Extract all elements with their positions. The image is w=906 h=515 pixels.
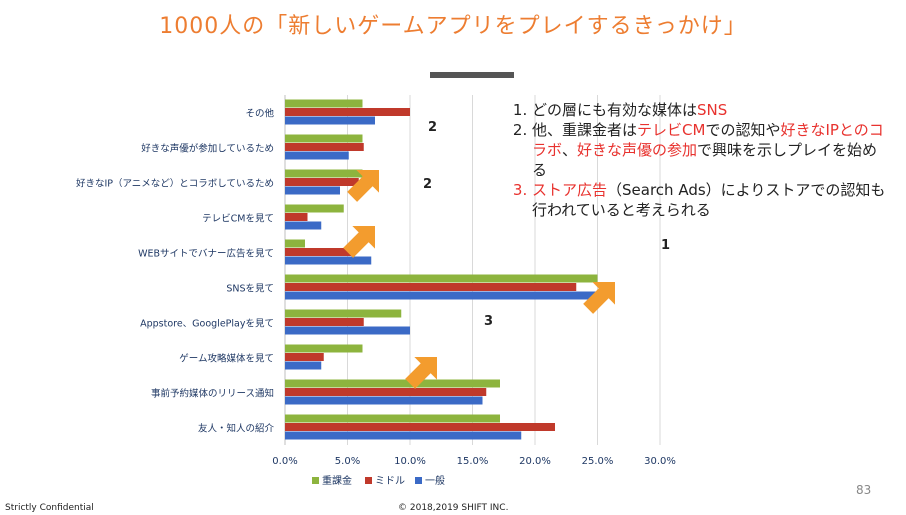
footer-confidential: Strictly Confidential (5, 503, 94, 513)
x-tick-label: 10.0% (394, 456, 426, 467)
note-1-highlight: SNS (697, 101, 728, 119)
category-label: 好きなIP（アニメなど）とコラボしているため (76, 178, 274, 190)
bar-heavy (285, 134, 363, 143)
bar-heavy (285, 344, 363, 353)
bar-heavy (285, 169, 363, 178)
notes-panel: どの層にも有効な媒体はSNS 他、重課金者はテレビCMでの認知や好きなIPとのコ… (506, 100, 891, 220)
note-2-text-c: での認知や (705, 121, 781, 139)
note-2-highlight-voice: 好きな声優の参加 (577, 141, 698, 159)
note-2-highlight-tvcm: テレビCM (637, 121, 706, 139)
note-item-2: 他、重課金者はテレビCMでの認知や好きなIPとのコラボ、好きな声優の参加で興味を… (532, 120, 891, 180)
bar-middle (285, 108, 410, 116)
annotation-number: 2 (428, 120, 437, 135)
x-tick-label: 30.0% (644, 456, 676, 467)
note-3-highlight: ストア広告 (532, 181, 608, 199)
x-tick-label: 25.0% (582, 456, 614, 467)
note-2-text-g: で興味を示しプレイを始める (532, 141, 878, 179)
bar-heavy (285, 414, 500, 423)
bar-middle (285, 248, 352, 256)
category-label: ゲーム攻略媒体を見て (179, 353, 274, 365)
annotation-arrow-2b (343, 226, 375, 258)
x-tick-label: 5.0% (335, 456, 360, 467)
annotation-number: 2 (423, 177, 432, 192)
legend-label: ミドル (375, 476, 405, 487)
bar-general (285, 151, 349, 160)
category-label: 事前予約媒体のリリース通知 (151, 388, 274, 400)
note-2-highlight-ip: 好きなIPとのコラボ (532, 121, 884, 159)
bar-middle (285, 143, 364, 151)
note-item-3: ストア広告（Search Ads）によりストアでの認知も行われていると考えられる (532, 180, 891, 220)
legend-swatch (415, 477, 422, 484)
bar-heavy (285, 239, 305, 248)
category-label: WEBサイトでバナー広告を見て (138, 248, 274, 260)
legend-swatch (312, 477, 319, 484)
category-label: 好きな声優が参加しているため (141, 143, 274, 155)
category-label: 友人・知人の紹介 (198, 423, 275, 435)
annotation-arrow-2a-shape (347, 170, 379, 202)
bar-general (285, 221, 322, 230)
note-2-text-a: 他、重課金者は (532, 121, 638, 139)
bar-middle (285, 423, 555, 431)
page-title: 1000人の「新しいゲームアプリをプレイするきっかけ」 (159, 14, 747, 39)
bar-heavy (285, 379, 500, 388)
note-2-text-e: 、 (562, 141, 578, 159)
category-label: SNSを見て (226, 284, 274, 295)
legend-swatch (365, 477, 372, 484)
x-tick-label: 15.0% (457, 456, 489, 467)
footer-copyright: © 2018,2019 SHIFT INC. (398, 503, 509, 513)
category-label: テレビCMを見て (202, 214, 274, 225)
legend-label: 重課金 (322, 474, 352, 487)
bar-general (285, 291, 605, 300)
bar-heavy (285, 99, 363, 108)
bar-heavy (285, 274, 598, 283)
note-3-text: （Search Ads）によりストアでの認知も行われていると考えられる (532, 181, 886, 219)
page-number: 83 (856, 483, 872, 497)
title-underline-bar (430, 72, 514, 78)
annotation-arrow-1 (583, 282, 615, 314)
annotation-arrow-2a (347, 170, 379, 202)
bar-heavy (285, 309, 402, 318)
note-1-text: どの層にも有効な媒体は (532, 101, 698, 119)
bar-general (285, 326, 410, 335)
bar-general (285, 396, 483, 405)
annotation-arrow-1-shape (583, 282, 615, 314)
bar-general (285, 361, 322, 370)
category-label: Appstore、GooglePlayを見て (140, 319, 274, 330)
bar-middle (285, 388, 487, 396)
category-label: その他 (245, 108, 274, 120)
legend-label: 一般 (425, 474, 445, 487)
bar-general (285, 256, 372, 265)
bar-middle (285, 213, 308, 221)
annotation-number: 1 (661, 238, 670, 253)
bar-heavy (285, 204, 344, 213)
annotation-arrow-2b-shape (343, 226, 375, 258)
x-tick-label: 20.0% (519, 456, 551, 467)
bar-middle (285, 283, 577, 291)
bar-middle (285, 353, 324, 361)
bar-middle (285, 318, 364, 326)
x-tick-label: 0.0% (272, 456, 297, 467)
bar-general (285, 431, 522, 440)
bar-general (285, 186, 340, 195)
bar-middle (285, 178, 359, 186)
bar-general (285, 116, 375, 125)
annotation-arrow-3-shape (405, 357, 437, 389)
annotation-number: 3 (484, 314, 493, 329)
note-item-1: どの層にも有効な媒体はSNS (532, 100, 891, 120)
annotation-arrow-3 (405, 357, 437, 389)
